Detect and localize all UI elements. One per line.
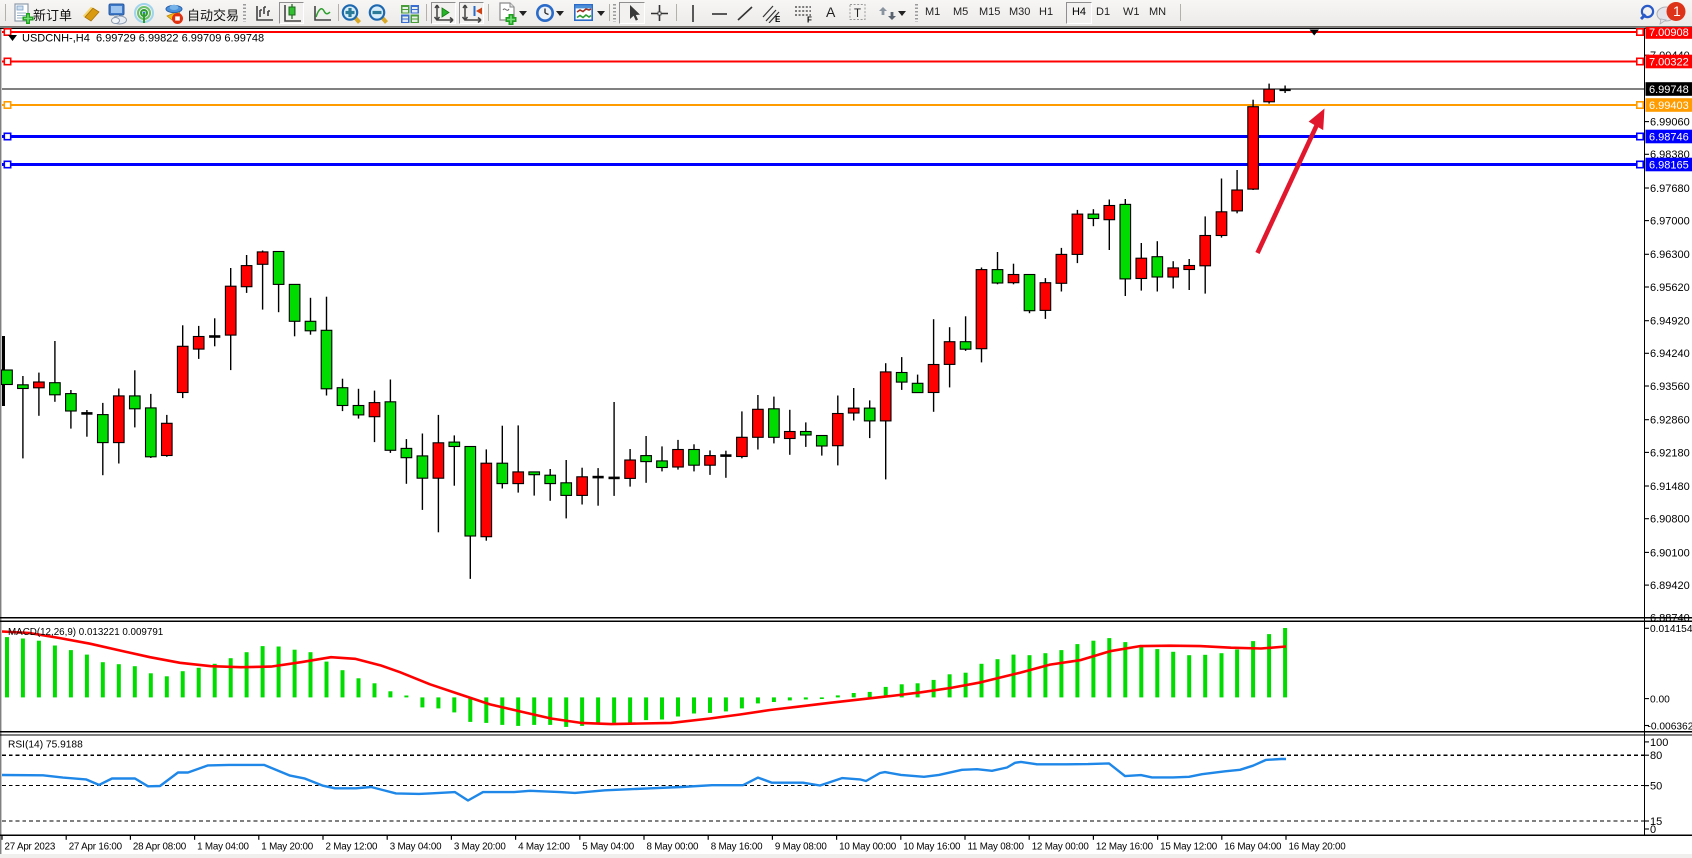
svg-text:USDCNH-,H4 6.99729 6.99822 6.: USDCNH-,H4 6.99729 6.99822 6.99709 6.997… (22, 33, 264, 45)
svg-text:7.00908: 7.00908 (1649, 27, 1689, 39)
svg-text:15: 15 (1650, 816, 1662, 828)
svg-text:4 May 12:00: 4 May 12:00 (518, 842, 570, 853)
svg-text:0.00: 0.00 (1650, 695, 1670, 706)
svg-text:0: 0 (1650, 824, 1656, 836)
svg-text:9 May 08:00: 9 May 08:00 (775, 842, 827, 853)
svg-text:6.97000: 6.97000 (1650, 216, 1690, 228)
svg-text:MACD(12,26,9) 0.013221 0.00979: MACD(12,26,9) 0.013221 0.009791 (8, 627, 163, 638)
svg-text:1 May 20:00: 1 May 20:00 (261, 842, 313, 853)
svg-text:3 May 20:00: 3 May 20:00 (454, 842, 506, 853)
svg-text:T: T (854, 8, 861, 20)
svg-text:0.014154: 0.014154 (1650, 624, 1692, 635)
svg-text:12 May 16:00: 12 May 16:00 (1096, 842, 1154, 853)
svg-text:6.89420: 6.89420 (1650, 580, 1690, 592)
svg-text:11 May 08:00: 11 May 08:00 (968, 842, 1025, 853)
svg-text:8 May 00:00: 8 May 00:00 (647, 842, 699, 853)
svg-text:6.97680: 6.97680 (1650, 183, 1690, 195)
svg-text:6.88740: 6.88740 (1650, 613, 1690, 625)
svg-text:-0.006362: -0.006362 (1648, 721, 1692, 732)
svg-text:6.90100: 6.90100 (1650, 547, 1690, 559)
svg-text:6.91480: 6.91480 (1650, 481, 1690, 493)
svg-text:6.95620: 6.95620 (1650, 282, 1690, 294)
svg-text:16 May 20:00: 16 May 20:00 (1289, 842, 1347, 853)
svg-text:10 May 16:00: 10 May 16:00 (903, 842, 961, 853)
svg-text:1 May 04:00: 1 May 04:00 (197, 842, 249, 853)
svg-text:50: 50 (1650, 781, 1662, 793)
svg-text:1: 1 (1673, 3, 1681, 19)
svg-text:6.96300: 6.96300 (1650, 249, 1690, 261)
svg-text:7.00322: 7.00322 (1649, 56, 1689, 68)
svg-text:6.99748: 6.99748 (1649, 84, 1689, 96)
svg-text:27 Apr 16:00: 27 Apr 16:00 (69, 842, 123, 853)
svg-text:10 May 00:00: 10 May 00:00 (839, 842, 897, 853)
svg-text:27 Apr 2023: 27 Apr 2023 (5, 842, 56, 853)
svg-text:6.94920: 6.94920 (1650, 316, 1690, 328)
svg-text:100: 100 (1650, 737, 1668, 749)
svg-text:F: F (807, 16, 812, 24)
svg-text:6.92180: 6.92180 (1650, 447, 1690, 459)
svg-text:6.94240: 6.94240 (1650, 348, 1690, 360)
svg-text:RSI(14) 75.9188: RSI(14) 75.9188 (8, 740, 83, 751)
svg-text:6.99403: 6.99403 (1649, 100, 1689, 112)
svg-text:6.90800: 6.90800 (1650, 514, 1690, 526)
svg-text:80: 80 (1650, 750, 1662, 762)
svg-text:3 May 04:00: 3 May 04:00 (390, 842, 442, 853)
svg-text:6.98746: 6.98746 (1649, 131, 1689, 143)
svg-text:2 May 12:00: 2 May 12:00 (326, 842, 378, 853)
svg-text:6.93560: 6.93560 (1650, 381, 1690, 393)
svg-text:5 May 04:00: 5 May 04:00 (582, 842, 634, 853)
svg-text:12 May 00:00: 12 May 00:00 (1032, 842, 1090, 853)
svg-text:16 May 04:00: 16 May 04:00 (1224, 842, 1282, 853)
svg-text:E: E (775, 15, 781, 23)
svg-text:15 May 12:00: 15 May 12:00 (1160, 842, 1218, 853)
svg-text:8 May 16:00: 8 May 16:00 (711, 842, 763, 853)
svg-text:6.98165: 6.98165 (1649, 159, 1689, 171)
svg-text:6.99060: 6.99060 (1650, 117, 1690, 129)
svg-text:6.92860: 6.92860 (1650, 415, 1690, 427)
svg-text:28 Apr 08:00: 28 Apr 08:00 (133, 842, 187, 853)
